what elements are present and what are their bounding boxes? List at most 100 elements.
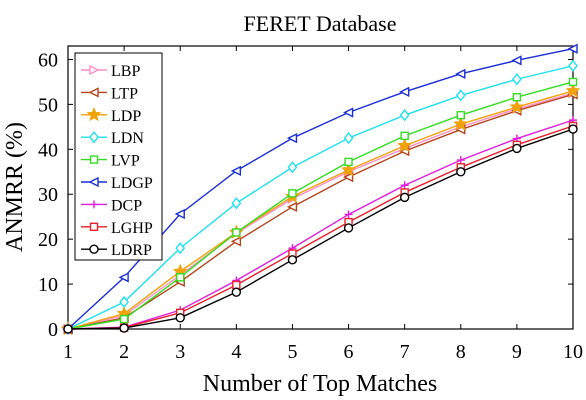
legend-label: LTP <box>111 85 138 102</box>
legend-swatch-marker <box>89 64 100 76</box>
legend-item-ldrp: LDRP <box>81 242 152 259</box>
series-ldrp <box>63 124 578 334</box>
y-tick-label: 60 <box>38 49 58 71</box>
data-point-ldrp <box>512 143 522 154</box>
data-point-ltp <box>342 172 354 183</box>
data-point-ldp <box>453 116 469 131</box>
chart-title: FERET Database <box>244 11 397 36</box>
data-point-ldrp <box>568 124 578 134</box>
data-point-ldgp <box>230 165 242 177</box>
x-tick-label: 8 <box>456 341 466 363</box>
series-line-ldrp <box>67 128 574 330</box>
data-point-ldgp <box>174 208 185 220</box>
y-tick-label: 30 <box>38 184 58 206</box>
legend-swatch-marker <box>90 200 98 209</box>
data-point-ldgp <box>511 55 522 66</box>
data-point-ldrp <box>456 167 466 177</box>
data-point-lghp <box>232 280 241 290</box>
series-line-lvp <box>67 81 574 330</box>
y-tick-label: 10 <box>38 274 58 296</box>
legend-item-ldgp: LDGP <box>81 175 153 192</box>
series-line-lghp <box>67 125 574 330</box>
data-point-ldp <box>341 162 356 177</box>
plot-frame <box>67 45 574 330</box>
legend-item-ldp: LDP <box>81 106 141 125</box>
x-axis: 1 2 3 4 5 6 7 8 9 10 <box>63 46 583 363</box>
data-point-dcp <box>344 210 353 219</box>
legend-item-dcp: DCP <box>81 197 142 214</box>
data-point-lvp <box>512 93 522 102</box>
data-point-ldp <box>397 137 413 153</box>
series-line-lbp <box>67 92 574 330</box>
data-point-lvp <box>288 189 297 198</box>
series-line-dcp <box>67 119 574 330</box>
data-point-ldn <box>231 197 242 210</box>
data-point-ldgp <box>118 272 129 283</box>
data-point-ldrp <box>119 323 129 333</box>
y-tick-label: 20 <box>38 229 58 251</box>
y-tick-label: 50 <box>38 94 58 116</box>
series-ldn <box>63 59 578 336</box>
x-tick-label: 5 <box>287 341 297 363</box>
data-point-ldrp <box>63 324 73 334</box>
legend-label: LDN <box>111 130 144 147</box>
data-point-ldn <box>119 295 130 309</box>
legend-label: LDP <box>111 108 141 125</box>
data-point-ldn <box>343 131 354 145</box>
data-point-ldn <box>399 109 410 122</box>
data-point-ldgp <box>567 43 578 54</box>
data-point-ldn <box>175 242 186 255</box>
legend-swatch-marker <box>89 131 99 144</box>
data-point-dcp <box>400 181 409 190</box>
x-tick-label: 9 <box>512 341 522 363</box>
x-tick-label: 3 <box>175 341 185 363</box>
legend-item-ldn: LDN <box>81 130 144 147</box>
series-line-ldp <box>67 90 574 330</box>
data-point-dcp <box>456 156 465 165</box>
y-axis: 0 10 20 30 40 50 60 <box>38 49 573 341</box>
legend-swatch-marker <box>88 176 99 188</box>
legend-label: DCP <box>111 197 142 214</box>
legend-item-lghp: LGHP <box>81 220 153 237</box>
legend-swatch-marker <box>88 87 99 98</box>
data-point-ldgp <box>455 68 466 79</box>
data-point-ldrp <box>343 223 354 233</box>
data-point-lvp <box>344 157 353 167</box>
data-point-ldgp <box>399 86 410 97</box>
data-point-lvp <box>400 131 409 141</box>
y-tick-label: 0 <box>48 319 58 341</box>
data-point-ldp <box>509 99 525 114</box>
legend-label: LVP <box>111 153 140 170</box>
series-layer <box>60 43 581 336</box>
data-point-ldrp <box>399 192 410 203</box>
y-tick-label: 40 <box>38 139 58 161</box>
data-point-ltp <box>286 201 298 212</box>
data-point-lvp <box>119 314 129 324</box>
data-point-lvp <box>456 110 465 120</box>
x-tick-label: 10 <box>563 341 583 363</box>
legend-label: LGHP <box>111 220 153 237</box>
legend-item-lvp: LVP <box>81 153 140 170</box>
data-point-lvp <box>232 228 241 237</box>
legend-swatch-marker <box>86 106 102 122</box>
x-tick-label: 7 <box>400 341 410 363</box>
data-point-ldn <box>287 161 298 174</box>
legend-swatch-marker <box>89 222 99 232</box>
legend: LBP LTP LDP LDN LVP LDGP DCP LGHP LDRP <box>74 52 163 261</box>
legend-box <box>74 52 163 261</box>
data-point-ldp <box>565 83 581 98</box>
data-point-lvp <box>568 77 578 87</box>
legend-label: LDGP <box>111 175 153 192</box>
data-point-ldrp <box>175 313 185 323</box>
data-point-ldn <box>455 89 466 102</box>
data-point-ldn <box>568 59 578 72</box>
series-line-ltp <box>67 93 574 330</box>
data-point-ldn <box>511 73 522 86</box>
data-point-ldrp <box>231 287 242 297</box>
legend-label: LDRP <box>111 242 152 259</box>
legend-swatch-marker <box>89 244 99 254</box>
data-point-ldgp <box>286 132 298 144</box>
legend-swatch-marker <box>89 155 99 164</box>
data-point-lvp <box>176 273 185 282</box>
